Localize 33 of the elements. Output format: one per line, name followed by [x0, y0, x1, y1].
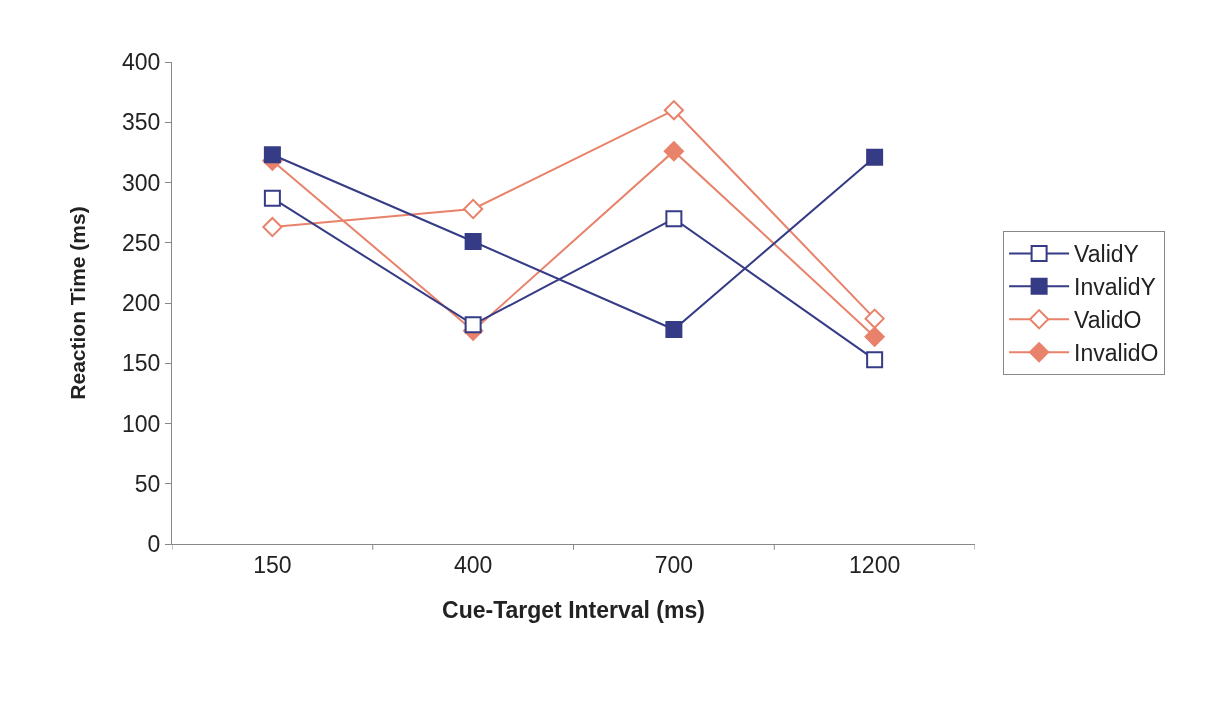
x-tick-label: 1200 — [849, 551, 901, 578]
point — [866, 351, 884, 369]
point — [464, 233, 482, 251]
y-tick-label: 0 — [147, 531, 161, 558]
point — [464, 316, 482, 334]
y-tick-label: 300 — [122, 169, 161, 196]
x-axis-title: Cue-Target Interval (ms) — [442, 597, 705, 624]
point — [866, 148, 884, 166]
point — [263, 146, 281, 164]
legend-label: ValidO — [1074, 307, 1142, 334]
y-tick-label: 250 — [122, 229, 161, 256]
point — [665, 210, 683, 228]
x-tick-label: 150 — [253, 551, 292, 578]
y-tick-label: 400 — [122, 49, 161, 76]
y-tick-label: 150 — [122, 350, 161, 377]
y-tick-label: 200 — [122, 290, 161, 317]
y-tick-label: 100 — [122, 410, 161, 437]
point — [864, 326, 885, 347]
point — [463, 198, 484, 220]
point — [663, 100, 684, 121]
y-tick-label: 50 — [134, 470, 161, 497]
point — [665, 321, 683, 339]
point — [663, 141, 684, 162]
point — [263, 189, 281, 207]
legend-label: InvalidO — [1074, 340, 1159, 367]
x-tick-label: 400 — [453, 551, 493, 578]
y-tick-label: 350 — [122, 109, 161, 136]
x-tick-label: 700 — [654, 551, 694, 578]
legend-label: InvalidY — [1074, 274, 1156, 301]
point — [262, 216, 283, 238]
y-axis-title: Reaction Time (ms) — [66, 206, 90, 400]
legend-label: ValidY — [1074, 241, 1139, 268]
point — [864, 308, 885, 329]
